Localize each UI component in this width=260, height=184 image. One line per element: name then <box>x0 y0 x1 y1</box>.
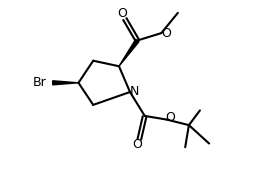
Polygon shape <box>53 81 79 85</box>
Text: O: O <box>161 27 171 40</box>
Polygon shape <box>119 39 139 66</box>
Text: O: O <box>166 111 176 124</box>
Text: N: N <box>130 85 139 98</box>
Text: O: O <box>132 139 142 151</box>
Text: O: O <box>117 7 127 20</box>
Text: Br: Br <box>32 76 46 89</box>
